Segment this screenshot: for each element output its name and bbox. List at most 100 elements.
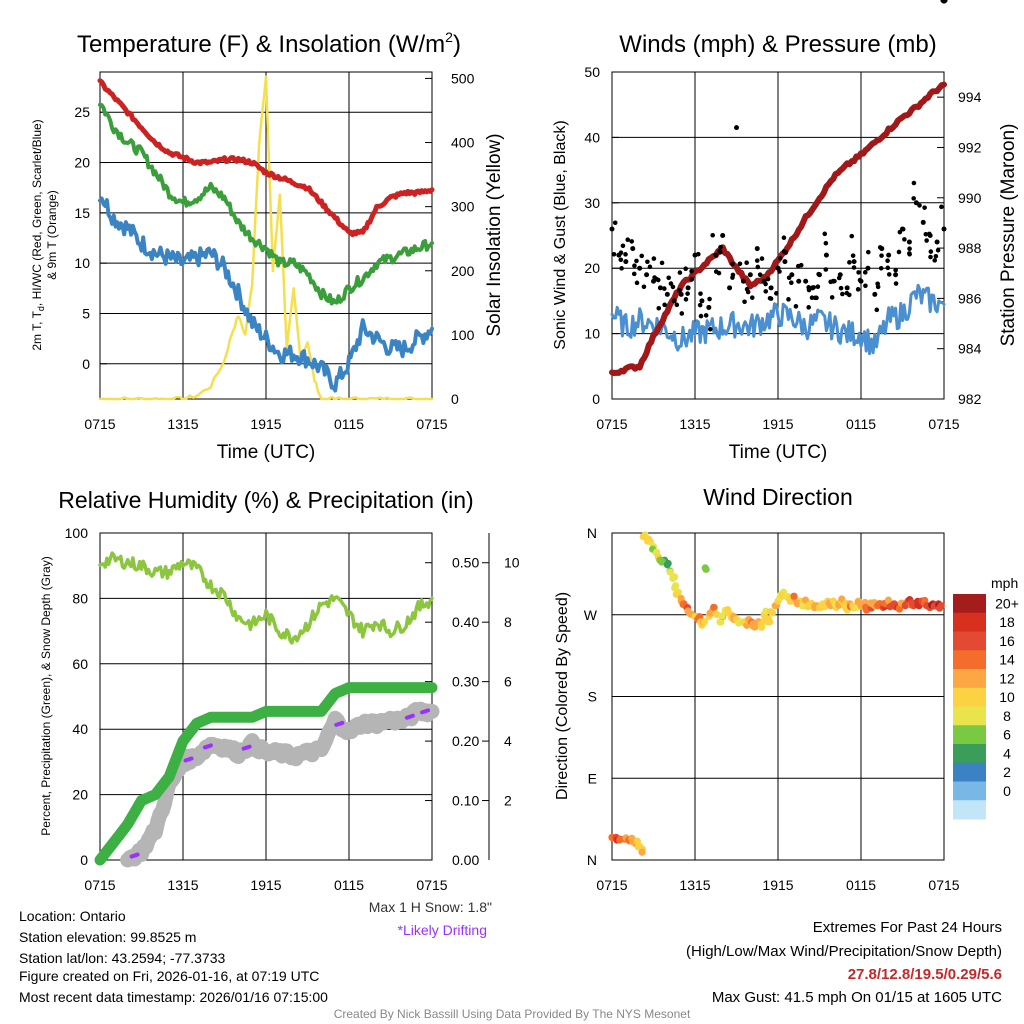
gust-point [718,244,723,250]
drifting-mark [202,743,213,750]
gust-point [678,291,684,297]
gust-point [768,296,774,301]
pressure-line [609,81,947,377]
gust-point [922,205,927,210]
colorbar-swatch [953,706,986,726]
rh-x-tick-label: 0115 [334,877,364,893]
temp-y-label-2: & 9m T (Orange) [45,190,59,280]
rh-y-tick-label: 40 [72,721,88,737]
wind-y-tick-label: 0 [592,391,600,407]
gust-point [806,285,811,290]
direction-point [645,535,653,543]
direction-point [717,618,725,626]
gust-point [623,259,629,265]
gust-point [677,270,683,275]
colorbar-label: 0 [1003,783,1011,799]
gust-point [679,311,685,316]
gust-point [683,297,689,302]
gust-point [637,265,643,271]
footer-location: Location: Ontario [19,908,126,924]
gust-point [717,250,723,255]
gust-point [786,275,792,281]
gust-point [657,285,663,291]
wind-y2-tick-label: 986 [958,290,982,306]
gust-point [836,275,842,281]
temp-x-label: Time (UTC) [217,442,316,463]
gust-point [857,277,863,283]
gust-point [609,226,615,232]
rh-x-tick-label: 1315 [167,877,198,893]
gust-point [742,299,747,305]
direction-point [638,848,646,856]
rh-y2-tick-label: 0.00 [452,852,479,868]
gust-point [619,266,624,271]
gust-point [666,275,672,281]
footer-elevation: Station elevation: 99.8525 m [19,929,197,945]
dir-y-tick-label: S [588,689,597,705]
wind-x-tick-label: 1915 [762,416,793,432]
gust-point [754,246,760,252]
wind-x-tick-label: 0715 [596,416,627,432]
gust-point [939,204,944,210]
rh-y2-tick-label: 0.10 [452,793,479,809]
colorbar-swatch [953,687,986,707]
gust-point [611,251,617,257]
gust-point [631,271,637,277]
gust-point [856,270,861,275]
gust-point [763,281,768,287]
footer-latlon: Station lat/lon: 43.2594; -77.3733 [19,950,226,966]
gust-point [618,250,624,256]
gust-point [655,277,661,283]
gust-point [697,302,703,308]
wind-y2-tick-label: 990 [958,190,982,206]
gust-point [814,295,819,301]
direction-point [664,559,672,568]
gust-point [893,267,898,273]
colorbar-swatch [953,762,986,782]
gust-point [879,253,884,258]
gust-point [806,305,811,310]
colorbar-swatch [953,650,986,670]
gust-point [911,180,917,186]
gust-point [634,280,640,286]
wind-y-tick-label: 10 [584,326,600,342]
temp-x-tick-label: 0715 [416,416,447,432]
direction-point [838,595,846,603]
temp-y2-tick-label: 300 [451,199,475,215]
dir-title: Wind Direction [703,484,853,510]
gust-point [851,259,857,265]
wind-y2-tick-label: 992 [958,139,982,155]
colorbar-label: 14 [999,652,1015,668]
gust-point [737,261,743,267]
gust-point [744,286,750,292]
rh-y-label: Percent, Precipitation (Green), & Snow D… [39,556,53,835]
direction-point [935,604,944,612]
temp-y-tick-label: 20 [74,155,90,171]
direction-point [696,613,704,621]
gust-point [730,261,735,267]
rh-x-tick-label: 1915 [250,877,281,893]
gust-point [618,257,624,263]
colorbar-title: mph [991,575,1018,591]
gust-point [798,262,804,268]
wind-x-label: Time (UTC) [729,442,828,463]
temp-title: Temperature (F) & Insolation (W/m2) [77,29,461,58]
colorbar-swatch [953,800,986,820]
temp-y2-label: Solar Insolation (Yellow) [484,133,505,336]
wind-y-label: Sonic Wind & Gust (Blue, Black) [552,120,569,349]
gust-point [844,285,850,291]
gust-point [647,264,653,270]
footer-recent: Most recent data timestamp: 2026/01/16 0… [19,989,328,1005]
temp-y2-tick-label: 400 [451,135,475,151]
gust-point [710,232,715,238]
gust-point [935,248,941,253]
direction-point [765,615,773,623]
gust-point [885,265,891,271]
dir-y-tick-label: E [588,770,597,786]
gust-point [885,258,890,263]
gust-point [759,256,765,261]
rh-y-tick-label: 60 [72,656,88,672]
gust-point [730,275,735,280]
gust-point [875,284,881,290]
gust-point [855,287,861,292]
